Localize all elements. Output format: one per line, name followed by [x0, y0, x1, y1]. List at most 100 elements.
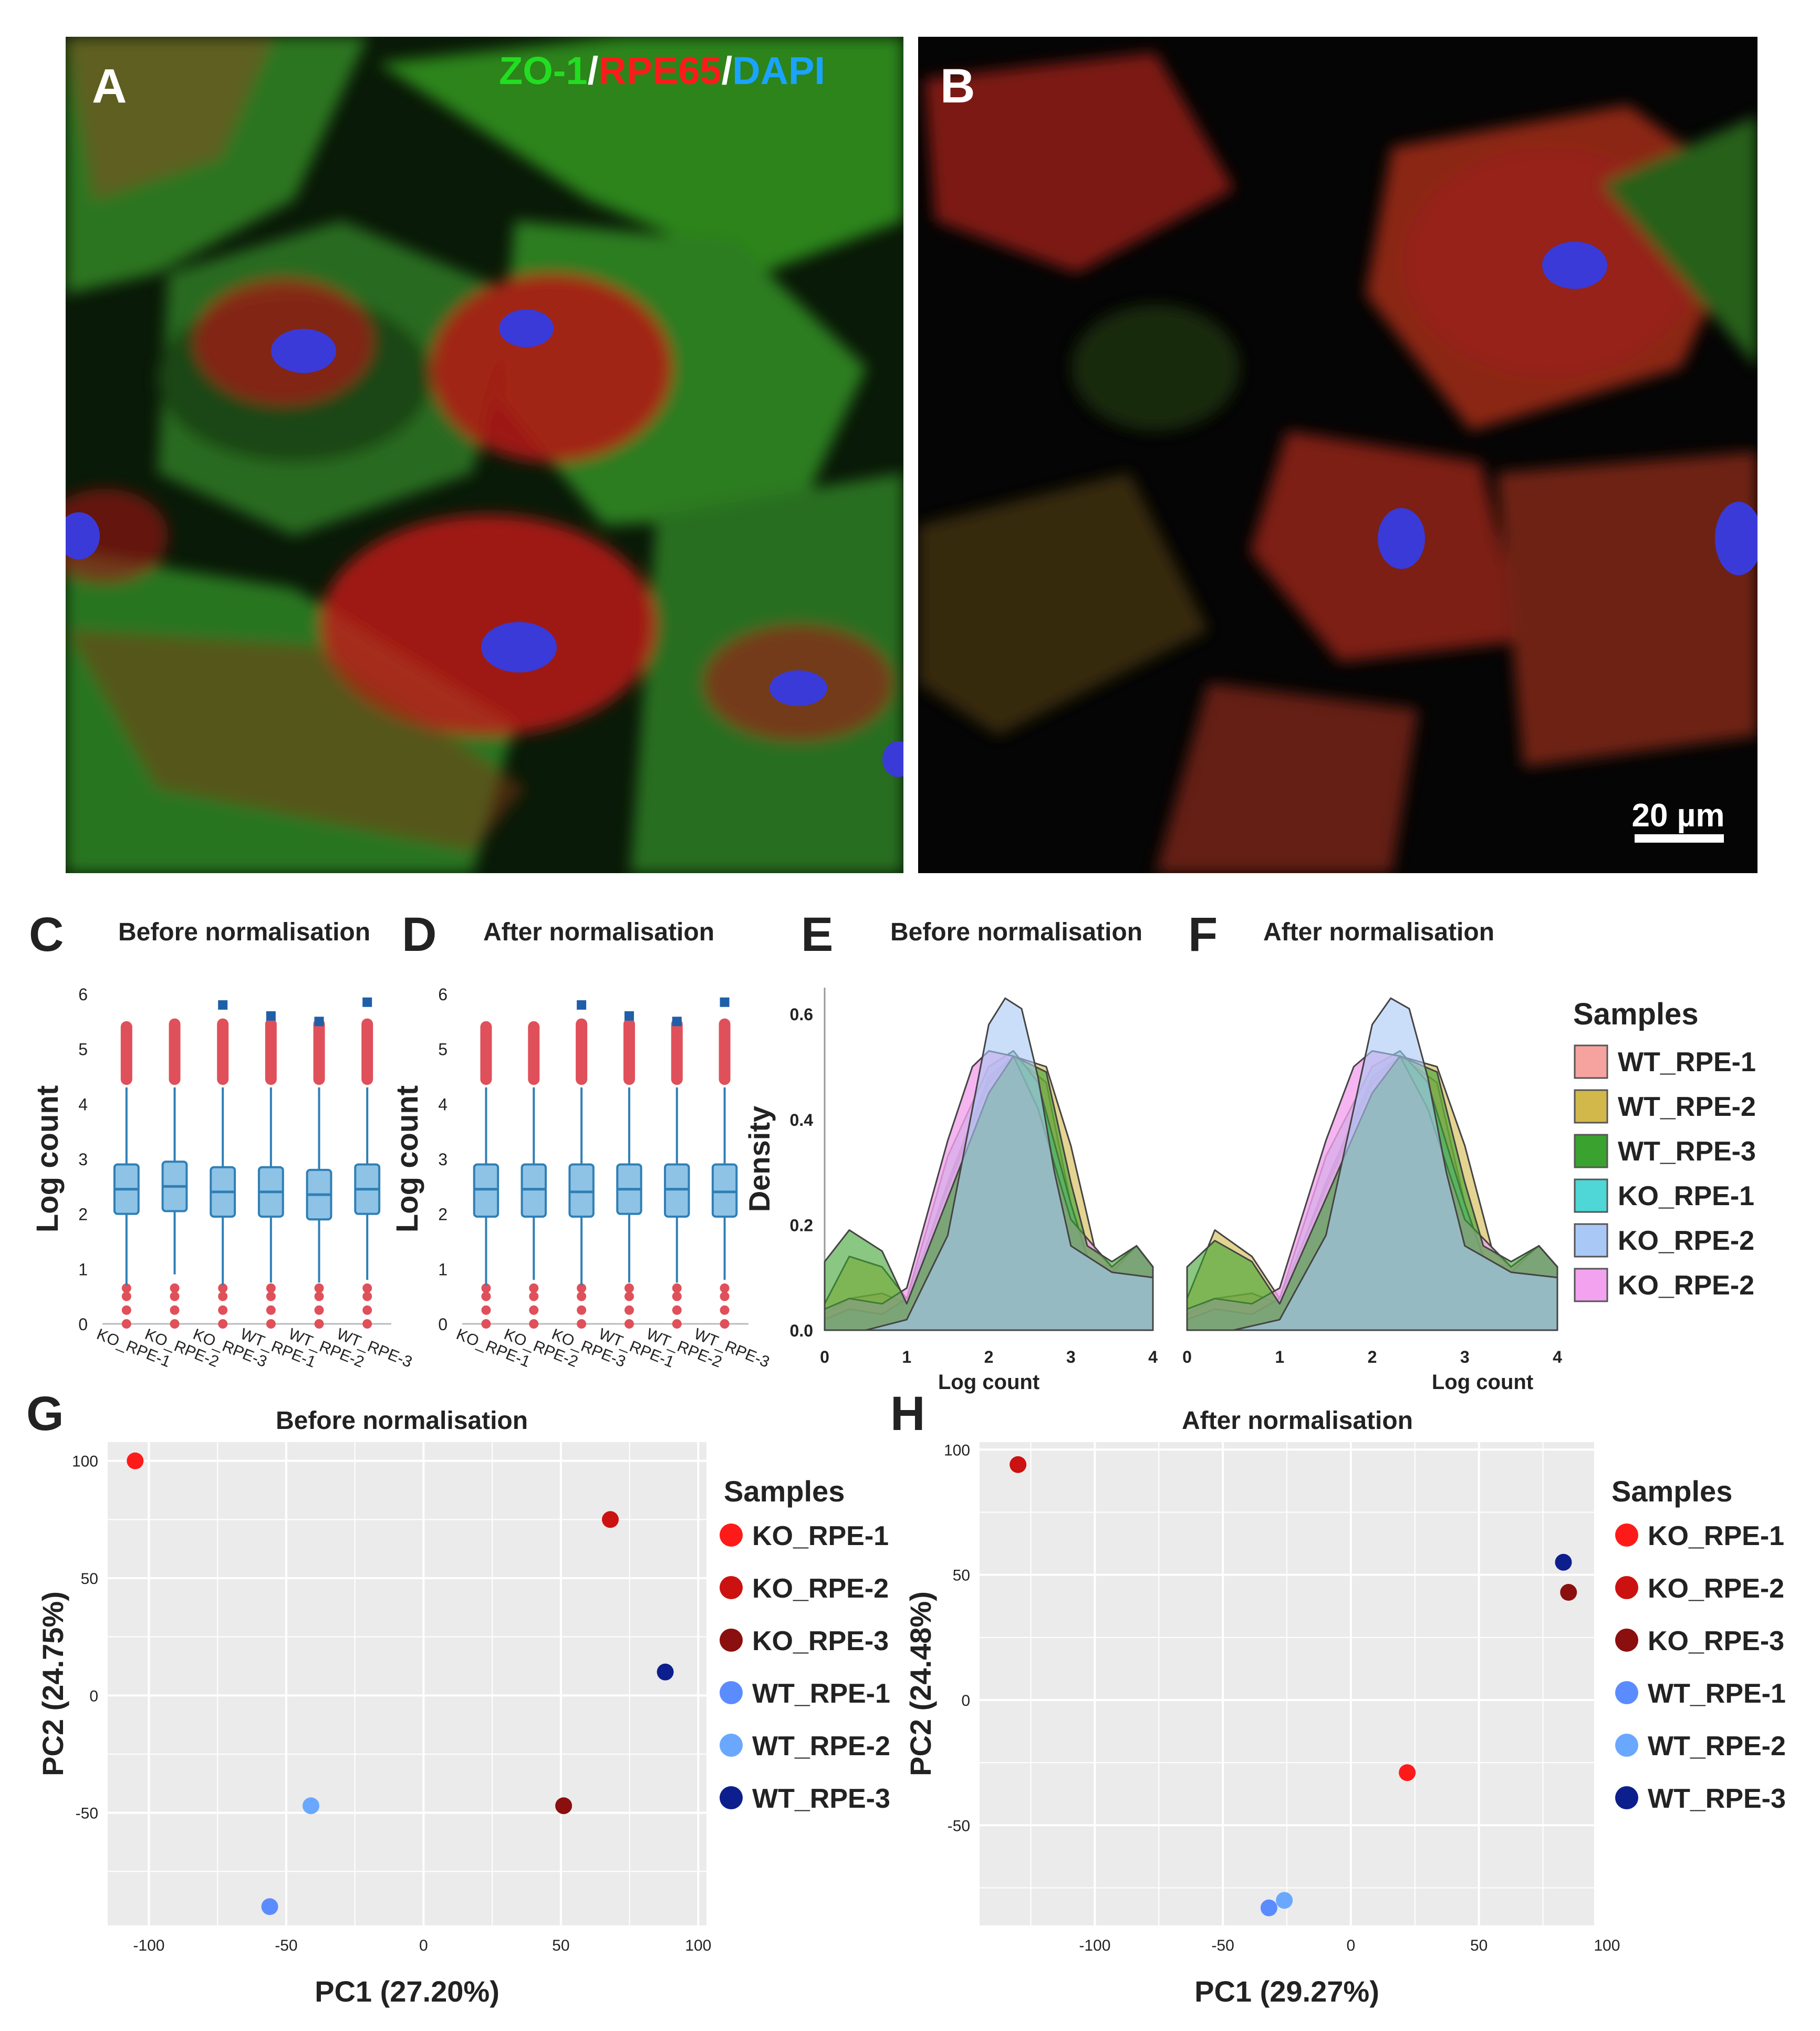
legend-key-2	[1574, 1134, 1608, 1168]
E-ytick: 0.2	[790, 1216, 813, 1235]
C-outlier-low	[218, 1305, 228, 1315]
pca-after: -100 -50 0 50 100 -50 0 50 100 PC1 (29.27%) PC2 (2…	[904, 1442, 1620, 2008]
E-ytick: 0.6	[790, 1005, 813, 1024]
legend-label-5: KO_RPE-2	[1618, 1270, 1754, 1301]
D-outlier-low	[720, 1305, 730, 1315]
H-point-WT_RPE-1	[1260, 1899, 1277, 1916]
C-outlier-low	[314, 1283, 324, 1293]
pca-legend-h: Samples KO_RPE-1 KO_RPE-2 KO_RPE-3 WT_RPE-1…	[1611, 1475, 1786, 1814]
D-ytick: 0	[438, 1315, 448, 1334]
C-box-3	[257, 1011, 284, 1329]
C-outlier-top	[362, 997, 372, 1007]
H-point-KO_RPE-2	[1010, 1456, 1027, 1473]
C-box-2	[210, 1000, 236, 1329]
D-outlier-top	[577, 1000, 587, 1010]
G-xtick: 100	[685, 1937, 711, 1954]
stain-zo1: ZO-1	[499, 49, 588, 92]
stain-dapi: DAPI	[732, 49, 825, 92]
H-ytick: -50	[948, 1817, 970, 1835]
panel-letter-e: E	[801, 908, 833, 961]
legend-label-4: WT_RPE-2	[752, 1731, 890, 1761]
C-outlier-top	[218, 1000, 228, 1010]
D-outlier-top	[720, 997, 730, 1007]
D-box-rect	[711, 1163, 738, 1218]
G-xtick: 50	[552, 1937, 569, 1954]
legend-label-1: KO_RPE-2	[1648, 1573, 1784, 1604]
D-outlier-low	[672, 1319, 682, 1329]
F-density-4	[1186, 997, 1558, 1331]
D-box-4	[664, 1017, 690, 1329]
legend-key-0	[1574, 1044, 1608, 1079]
D-outlier-low	[529, 1283, 539, 1293]
C-outlier-top	[266, 1011, 276, 1021]
C-outlier-low	[218, 1283, 228, 1293]
title-d: After normalisation	[483, 918, 714, 946]
H-xtick: 50	[1470, 1937, 1488, 1954]
density-legend: Samples WT_RPE-1 WT_RPE-2 WT_RPE-3 KO_RPE-1…	[1573, 997, 1756, 1302]
C-ytick: 2	[78, 1205, 88, 1224]
stain-sep-2: /	[722, 49, 733, 92]
F-xtick: 4	[1553, 1348, 1562, 1366]
D-box-0	[473, 1021, 500, 1329]
H-xtick: 0	[1347, 1937, 1356, 1954]
D-outlier-low	[624, 1283, 634, 1293]
legend-label-2: KO_RPE-3	[752, 1626, 889, 1656]
legend-key-0	[720, 1524, 743, 1547]
density-after: 0 1 2 3 4 Log count	[1182, 997, 1562, 1394]
F-xlabel: Log count	[1432, 1371, 1533, 1394]
D-ytick: 3	[438, 1150, 448, 1169]
C-outlier-low	[121, 1319, 131, 1329]
C-ytick: 4	[78, 1095, 88, 1114]
C-outlier-low	[362, 1319, 372, 1329]
H-xtick: -50	[1211, 1937, 1234, 1954]
title-g: Before normalisation	[276, 1407, 528, 1435]
F-xtick: 1	[1275, 1348, 1284, 1366]
G-xtick: 0	[419, 1937, 428, 1954]
C-outlier-low	[266, 1305, 276, 1315]
panel-letter-b: B	[940, 59, 975, 113]
legend-key-5	[1574, 1268, 1608, 1302]
E-xtick: 3	[1066, 1348, 1076, 1366]
G-point-KO_RPE-1	[127, 1452, 144, 1469]
F-xtick: 0	[1182, 1348, 1192, 1366]
scale-bar	[1635, 834, 1724, 843]
C-outlier-low	[314, 1305, 324, 1315]
H-ytick: 50	[953, 1567, 970, 1584]
legend-label-3: WT_RPE-1	[1648, 1678, 1786, 1709]
D-ytick: 6	[438, 985, 448, 1004]
legend-key-2	[720, 1629, 743, 1652]
G-ylabel: PC2 (24.75%)	[36, 1591, 69, 1776]
legend-key-5	[1615, 1786, 1638, 1809]
C-outlier-low	[266, 1319, 276, 1329]
D-box-rect	[521, 1163, 547, 1218]
D-box-5	[711, 997, 738, 1329]
legend-key-1	[720, 1576, 743, 1599]
D-outlier-low	[529, 1305, 539, 1315]
E-xlabel: Log count	[938, 1371, 1039, 1394]
C-outlier-low	[121, 1291, 131, 1301]
C-box-0	[113, 1021, 140, 1329]
H-ytick: 0	[961, 1692, 970, 1709]
D-ylabel: Log count	[390, 1085, 424, 1232]
legend-label-2: WT_RPE-3	[1618, 1136, 1756, 1167]
C-outlier-top	[314, 1017, 324, 1027]
E-ytick: 0.0	[790, 1321, 813, 1340]
legend-label-4: KO_RPE-2	[1618, 1226, 1754, 1256]
D-outlier-low	[672, 1291, 682, 1301]
D-outlier-low	[529, 1291, 539, 1301]
C-outlier-low	[170, 1291, 180, 1301]
G-ytick: -50	[76, 1805, 98, 1822]
F-xtick: 2	[1368, 1348, 1377, 1366]
title-c: Before normalisation	[118, 918, 370, 946]
stain-label: ZO-1/RPE65/DAPI	[499, 49, 825, 92]
D-ytick: 4	[438, 1095, 448, 1114]
D-box-1	[521, 1021, 547, 1329]
legend-key-1	[1574, 1089, 1608, 1124]
E-xtick: 0	[820, 1348, 829, 1366]
legend-label-0: WT_RPE-1	[1618, 1047, 1756, 1077]
D-outlier-low	[481, 1283, 491, 1293]
H-point-KO_RPE-3	[1560, 1584, 1577, 1601]
